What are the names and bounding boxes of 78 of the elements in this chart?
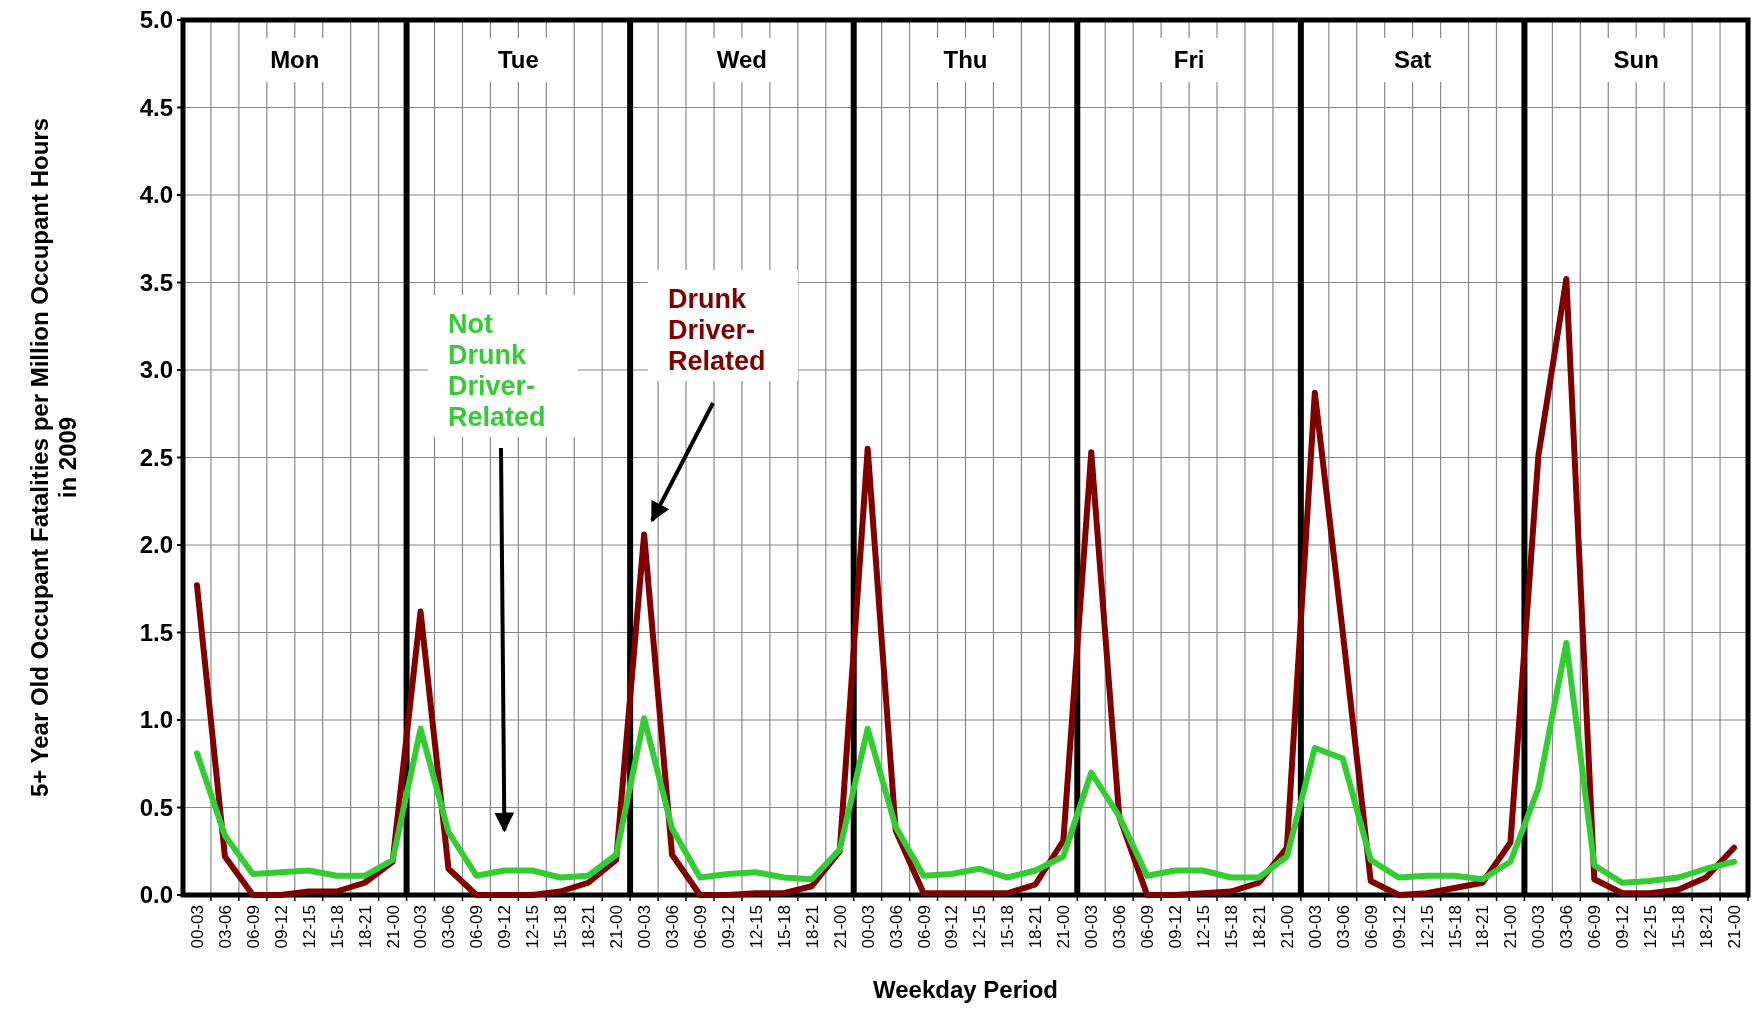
x-tick-label: 00-03: [635, 905, 655, 949]
annotation: Thu: [943, 46, 988, 73]
x-tick-label: 00-03: [858, 905, 878, 949]
x-tick-label: 15-18: [1445, 905, 1465, 949]
x-tick-label: 18-21: [1026, 905, 1046, 949]
x-tick-label: 03-06: [886, 905, 906, 949]
x-tick-label: 03-06: [215, 905, 235, 949]
x-tick-label: 18-21: [802, 905, 822, 949]
x-tick-label: 09-12: [942, 905, 962, 949]
x-tick-label: 06-09: [1585, 905, 1605, 949]
x-tick-label: 12-15: [1417, 905, 1437, 949]
x-tick-label: 21-00: [383, 905, 403, 949]
x-tick-label: 09-12: [1166, 905, 1186, 949]
x-tick-label: 06-09: [467, 905, 487, 949]
x-tick-label: 21-00: [1054, 905, 1074, 949]
x-tick-label: 09-12: [718, 905, 738, 949]
x-tick-label: 15-18: [551, 905, 571, 949]
x-axis-title: Weekday Period: [873, 976, 1058, 1003]
x-tick-label: 09-12: [271, 905, 291, 949]
x-tick-label: 12-15: [1193, 905, 1213, 949]
x-tick-label: 00-03: [1529, 905, 1549, 949]
x-tick-label: 18-21: [355, 905, 375, 949]
x-tick-label: 03-06: [1557, 905, 1577, 949]
x-tick-label: 06-09: [243, 905, 263, 949]
annotation: Wed: [716, 46, 768, 73]
x-tick-label: 21-00: [607, 905, 627, 949]
text: Drunk Driver-Related: [668, 284, 766, 376]
y-tick-label: 3.5: [139, 268, 173, 296]
x-tick-label: 00-03: [1082, 905, 1102, 949]
x-tick-label: 09-12: [495, 905, 515, 949]
annotation: Sat: [1393, 46, 1432, 73]
text: Not Drunk Driver-Related: [448, 309, 546, 432]
x-tick-label: 00-03: [187, 905, 207, 949]
y-tick-label: 4.0: [139, 181, 173, 209]
y-tick-label: 2.5: [139, 443, 173, 471]
y-tick-label: 3.0: [139, 356, 173, 384]
x-tick-label: 12-15: [299, 905, 319, 949]
x-tick-label: 18-21: [579, 905, 599, 949]
annotation: Mon: [270, 46, 320, 73]
x-tick-label: 15-18: [774, 905, 794, 949]
x-tick-label: 03-06: [1333, 905, 1353, 949]
y-tick-label: 4.5: [139, 93, 173, 121]
x-tick-label: 21-00: [1724, 905, 1744, 949]
y-tick-label: 1.0: [139, 706, 173, 734]
annotation: Sun: [1613, 46, 1659, 73]
x-tick-label: 06-09: [1138, 905, 1158, 949]
y-tick-label: 5.0: [139, 6, 173, 34]
x-tick-label: 12-15: [970, 905, 990, 949]
annotation: Tue: [497, 46, 539, 73]
y-tick-label: 1.5: [139, 618, 173, 646]
x-tick-label: 00-03: [411, 905, 431, 949]
x-tick-label: 12-15: [1641, 905, 1661, 949]
x-tick-label: 15-18: [1221, 905, 1241, 949]
x-tick-label: 18-21: [1473, 905, 1493, 949]
x-tick-label: 03-06: [439, 905, 459, 949]
x-tick-label: 06-09: [1361, 905, 1381, 949]
x-tick-label: 21-00: [1277, 905, 1297, 949]
x-tick-label: 21-00: [830, 905, 850, 949]
x-tick-label: 00-03: [1305, 905, 1325, 949]
x-tick-label: 12-15: [523, 905, 543, 949]
x-tick-label: 15-18: [998, 905, 1018, 949]
x-tick-label: 21-00: [1501, 905, 1521, 949]
y-axis-title: 5+ Year Old Occupant Fatalities per Million Occupant Hours in 2009: [26, 117, 81, 798]
y-tick-label: 0.5: [139, 793, 173, 821]
x-tick-label: 12-15: [746, 905, 766, 949]
x-tick-label: 18-21: [1249, 905, 1269, 949]
x-tick-label: 15-18: [1669, 905, 1689, 949]
x-tick-label: 06-09: [914, 905, 934, 949]
x-tick-label: 15-18: [327, 905, 347, 949]
x-tick-label: 03-06: [1110, 905, 1130, 949]
x-tick-label: 09-12: [1389, 905, 1409, 949]
y-tick-label: 0.0: [139, 881, 173, 909]
y-tick-label: 2.0: [139, 531, 173, 559]
x-tick-label: 03-06: [663, 905, 683, 949]
annotation: Fri: [1173, 46, 1205, 73]
x-tick-label: 06-09: [690, 905, 710, 949]
x-tick-label: 09-12: [1613, 905, 1633, 949]
x-tick-label: 18-21: [1697, 905, 1717, 949]
